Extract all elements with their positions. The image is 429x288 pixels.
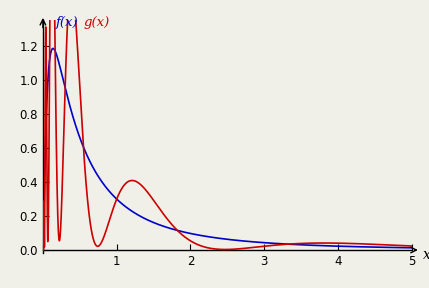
Text: f(x): f(x) — [56, 16, 79, 29]
Text: x: x — [423, 248, 429, 262]
Text: g(x): g(x) — [84, 16, 110, 29]
